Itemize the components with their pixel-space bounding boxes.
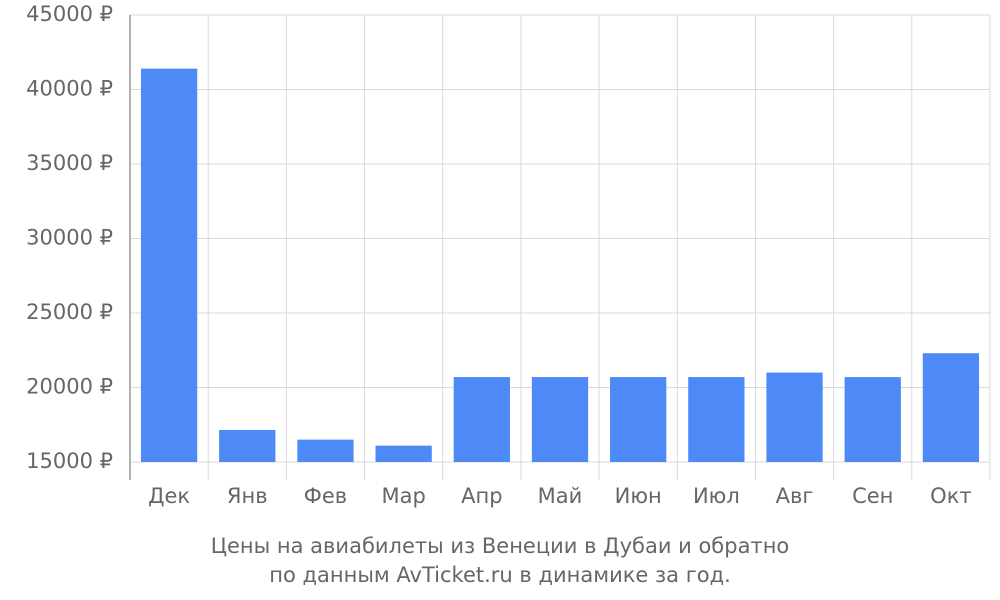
- bar: [844, 377, 901, 462]
- x-tick-label: Фев: [304, 484, 347, 508]
- y-tick-label: 35000 ₽: [26, 151, 113, 175]
- bar: [766, 372, 823, 462]
- chart-title: Цены на авиабилеты из Венеции в Дубаи и …: [211, 534, 790, 558]
- bar: [297, 439, 354, 462]
- x-tick-label: Авг: [776, 484, 814, 508]
- bar: [453, 377, 510, 462]
- x-tick-label: Янв: [227, 484, 268, 508]
- bar: [922, 353, 980, 462]
- bar: [219, 429, 276, 462]
- y-tick-label: 15000 ₽: [26, 449, 113, 473]
- bar: [688, 377, 745, 462]
- x-tick-label: Апр: [461, 484, 502, 508]
- x-tick-label: Сен: [852, 484, 893, 508]
- bar: [140, 68, 198, 462]
- bar: [531, 377, 589, 462]
- y-tick-label: 40000 ₽: [26, 77, 113, 101]
- y-tick-label: 25000 ₽: [26, 300, 113, 324]
- x-tick-label: Окт: [930, 484, 971, 508]
- bar: [610, 377, 667, 462]
- y-tick-label: 45000 ₽: [26, 2, 113, 26]
- chart-title: по данным AvTicket.ru в динамике за год.: [269, 563, 731, 587]
- x-tick-label: Май: [538, 484, 583, 508]
- y-tick-label: 30000 ₽: [26, 226, 113, 250]
- y-tick-label: 20000 ₽: [26, 375, 113, 399]
- x-tick-label: Июл: [693, 484, 740, 508]
- bar: [375, 445, 432, 462]
- x-tick-label: Мар: [381, 484, 425, 508]
- x-tick-label: Дек: [148, 484, 190, 508]
- x-tick-label: Июн: [615, 484, 662, 508]
